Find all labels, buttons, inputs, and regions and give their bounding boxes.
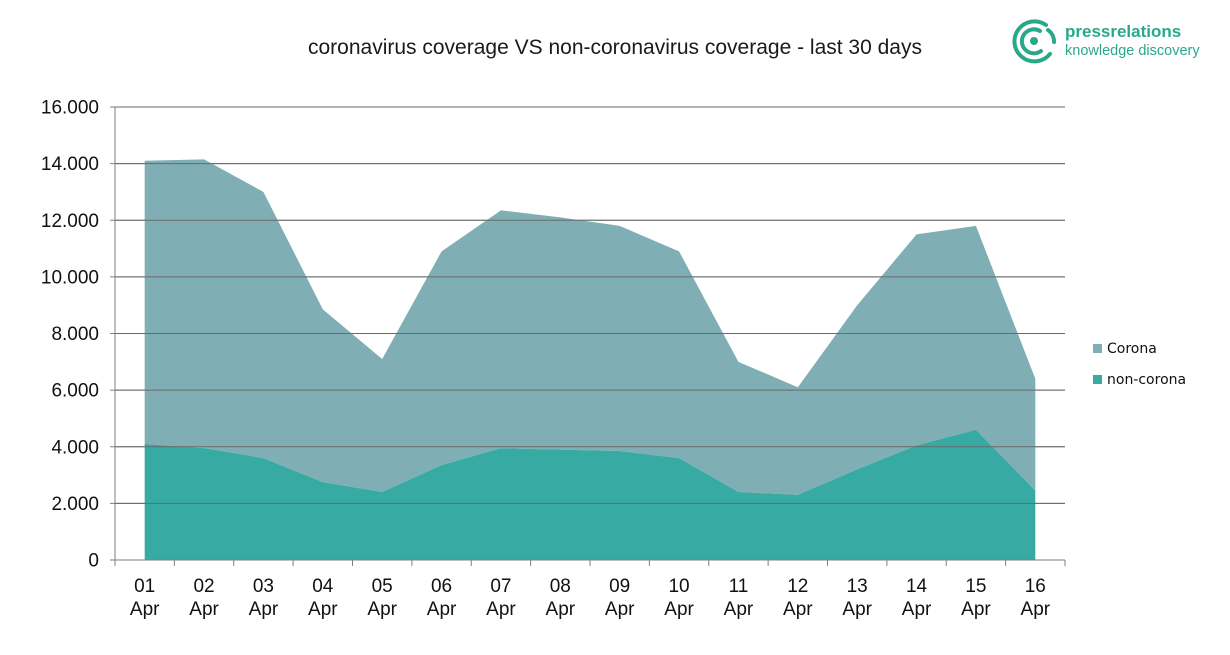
x-tick-label: 11 Apr <box>724 576 754 620</box>
x-tick-label: 01 Apr <box>130 576 160 620</box>
y-tick-label: 10.000 <box>41 267 99 288</box>
legend-swatch <box>1093 375 1102 384</box>
y-tick-label: 14.000 <box>41 154 99 175</box>
logo-tagline: knowledge discovery <box>1065 43 1200 59</box>
y-tick-label: 6.000 <box>51 381 99 402</box>
y-tick-label: 8.000 <box>51 324 99 345</box>
x-tick-label: 02 Apr <box>189 576 219 620</box>
y-tick-label: 12.000 <box>41 211 99 232</box>
legend-label: Corona <box>1107 340 1157 357</box>
x-tick-label: 10 Apr <box>664 576 694 620</box>
x-tick-label: 15 Apr <box>961 576 991 620</box>
area-non-corona <box>144 429 1036 560</box>
logo-brand-name: pressrelations <box>1065 22 1182 41</box>
x-tick-label: 05 Apr <box>367 576 397 620</box>
x-tick-label: 16 Apr <box>1021 576 1051 620</box>
pressrelations-logo-icon <box>1012 19 1056 64</box>
y-tick-label: 0 <box>88 551 99 572</box>
chart-title: coronavirus coverage VS non-coronavirus … <box>308 36 922 59</box>
area-corona <box>144 159 1036 495</box>
x-tick-label: 14 Apr <box>902 576 932 620</box>
legend-item: Corona <box>1093 333 1186 364</box>
x-tick-label: 07 Apr <box>486 576 516 620</box>
x-tick-label: 06 Apr <box>427 576 457 620</box>
y-tick-label: 4.000 <box>51 437 99 458</box>
legend-item: non-corona <box>1093 364 1186 395</box>
x-tick-label: 03 Apr <box>249 576 279 620</box>
y-tick-label: 2.000 <box>51 494 99 515</box>
legend-label: non-corona <box>1107 371 1187 388</box>
x-tick-label: 13 Apr <box>842 576 872 620</box>
x-tick-label: 09 Apr <box>605 576 635 620</box>
x-tick-label: 12 Apr <box>783 576 813 620</box>
pressrelations-logo: pressrelations knowledge discovery <box>1010 16 1225 66</box>
axes: 0 2.000 4.000 6.000 8.000 10.000 12.000 14.000 1… <box>41 98 1066 620</box>
x-tick-label: 08 Apr <box>546 576 576 620</box>
legend-swatch <box>1093 344 1102 353</box>
area-series <box>115 106 1065 560</box>
y-tick-label: 16.000 <box>41 98 99 119</box>
x-tick-label: 04 Apr <box>308 576 338 620</box>
legend: Corona non-corona <box>1093 333 1186 395</box>
